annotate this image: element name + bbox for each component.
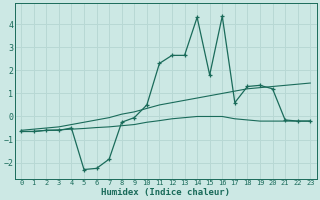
X-axis label: Humidex (Indice chaleur): Humidex (Indice chaleur) — [101, 188, 230, 197]
